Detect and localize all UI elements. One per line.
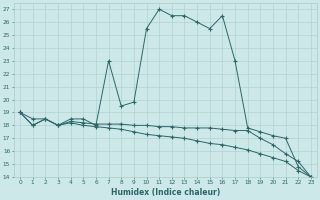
X-axis label: Humidex (Indice chaleur): Humidex (Indice chaleur): [111, 188, 220, 197]
